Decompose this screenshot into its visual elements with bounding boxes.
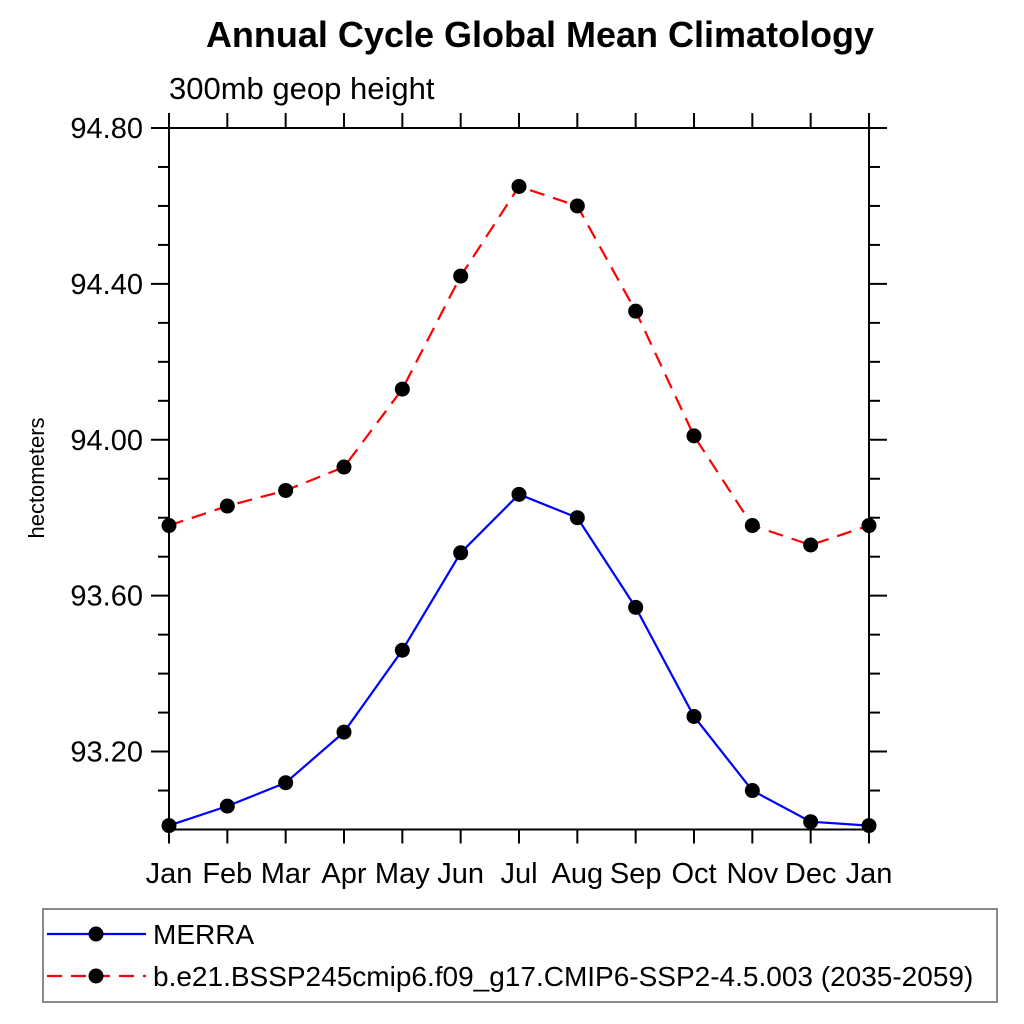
model-point-marker <box>219 498 235 514</box>
merra-point-marker <box>628 599 644 615</box>
plot-frame: Jan Feb Mar Apr May Jun Jul Aug Sep Oct Nov Dec Jan 9… <box>70 113 892 890</box>
x-tick-label: Jan <box>146 858 193 890</box>
x-tick-label: Feb <box>202 858 252 890</box>
x-tick-label: Apr <box>321 858 366 890</box>
x-tick-label: Nov <box>727 858 779 890</box>
merra-point-marker <box>803 814 819 830</box>
merra-point-marker <box>336 724 352 740</box>
chart-subtitle: 300mb geop height <box>169 71 435 106</box>
model-point-marker <box>628 303 644 319</box>
merra-point-marker <box>686 708 702 724</box>
legend: MERRA b.e21.BSSP245cmip6.f09_g17.CMIP6-S… <box>42 908 998 1003</box>
x-tick-label: Oct <box>671 858 716 890</box>
x-tick-label: Sep <box>610 858 662 890</box>
y-axis-label: hectometers <box>24 417 49 538</box>
legend-item-merra: MERRA <box>47 919 254 950</box>
x-tick-label: May <box>375 858 430 890</box>
model-point-marker <box>278 482 294 498</box>
merra-point-marker <box>219 798 235 814</box>
model-point-marker <box>803 537 819 553</box>
model-point-marker <box>161 518 177 534</box>
legend-item-model: b.e21.BSSP245cmip6.f09_g17.CMIP6-SSP2-4.… <box>47 961 973 992</box>
y-tick-label: 93.60 <box>70 581 143 613</box>
merra-legend-marker-icon <box>88 926 104 942</box>
merra-point-marker <box>861 818 877 834</box>
merra-point-marker <box>278 775 294 791</box>
y-tick-label: 94.80 <box>70 113 143 145</box>
plot-border <box>168 127 870 831</box>
y-tick-label: 94.00 <box>70 425 143 457</box>
merra-point-marker <box>453 545 469 561</box>
merra-point-marker <box>161 818 177 834</box>
plot-series <box>161 178 877 834</box>
y-tick-label: 94.40 <box>70 269 143 301</box>
merra-legend-label: MERRA <box>153 919 254 950</box>
merra-series-line <box>168 493 870 827</box>
y-tick-label: 93.20 <box>70 737 143 769</box>
merra-point-marker <box>394 642 410 658</box>
x-tick-label: Jul <box>500 858 537 890</box>
merra-point-marker <box>511 486 527 502</box>
model-legend-label: b.e21.BSSP245cmip6.f09_g17.CMIP6-SSP2-4.… <box>153 961 973 992</box>
model-point-marker <box>686 428 702 444</box>
model-point-marker <box>511 178 527 194</box>
x-tick-label: Jan <box>846 858 893 890</box>
x-tick-label: Aug <box>552 858 604 890</box>
model-point-marker <box>453 268 469 284</box>
legend-box <box>42 908 998 1003</box>
merra-point-marker <box>744 783 760 799</box>
model-point-marker <box>336 459 352 475</box>
x-tick-label: Dec <box>785 858 837 890</box>
merra-point-marker <box>569 510 585 526</box>
x-tick-label: Jun <box>437 858 484 890</box>
model-point-marker <box>861 518 877 534</box>
model-point-marker <box>744 518 760 534</box>
model-legend-marker-icon <box>88 968 104 984</box>
model-point-marker <box>394 381 410 397</box>
chart-title: Annual Cycle Global Mean Climatology <box>206 14 874 55</box>
model-point-marker <box>569 198 585 214</box>
x-tick-label: Mar <box>261 858 311 890</box>
